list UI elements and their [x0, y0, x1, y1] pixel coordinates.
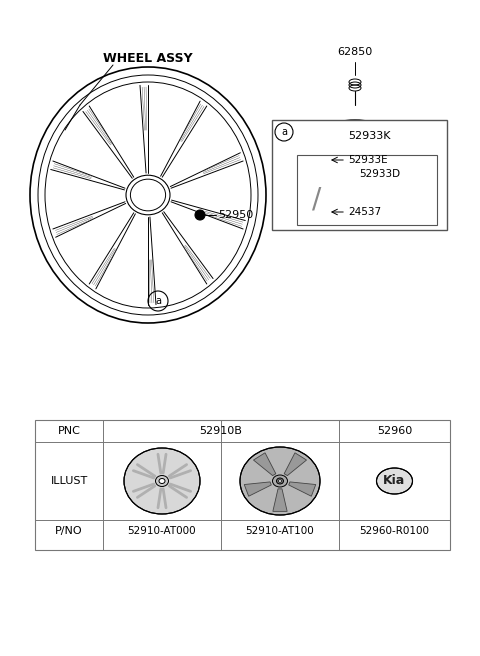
- Text: 52960: 52960: [377, 426, 412, 436]
- Circle shape: [195, 210, 205, 220]
- Text: 52910-AT000: 52910-AT000: [128, 526, 196, 536]
- Text: WHEEL ASSY: WHEEL ASSY: [103, 52, 193, 64]
- Polygon shape: [284, 453, 307, 476]
- Bar: [272, 120, 447, 230]
- Text: P/NO: P/NO: [55, 526, 83, 536]
- Text: 52910-AT100: 52910-AT100: [246, 526, 314, 536]
- Ellipse shape: [240, 447, 320, 515]
- Polygon shape: [253, 453, 276, 476]
- Ellipse shape: [376, 468, 412, 494]
- Text: 52933K: 52933K: [348, 131, 391, 141]
- Text: 24537: 24537: [348, 207, 381, 217]
- Text: 52950: 52950: [218, 210, 253, 220]
- Text: ILLUST: ILLUST: [50, 476, 88, 486]
- Text: PNC: PNC: [58, 426, 81, 436]
- Polygon shape: [288, 482, 316, 496]
- Text: a: a: [281, 127, 287, 137]
- Text: 62850: 62850: [337, 47, 372, 57]
- Ellipse shape: [159, 478, 165, 483]
- Ellipse shape: [273, 475, 288, 487]
- Ellipse shape: [278, 480, 281, 482]
- Bar: [297, 155, 437, 225]
- Text: a: a: [155, 296, 161, 306]
- Text: 52910B: 52910B: [200, 426, 242, 436]
- Text: 52933E: 52933E: [348, 155, 388, 165]
- Ellipse shape: [276, 478, 284, 484]
- Text: 52960-R0100: 52960-R0100: [360, 526, 430, 536]
- Bar: [35, 420, 450, 550]
- Text: /: /: [312, 186, 322, 214]
- Ellipse shape: [156, 476, 168, 487]
- Text: Kia: Kia: [384, 474, 406, 487]
- Ellipse shape: [124, 448, 200, 514]
- Text: 52933D: 52933D: [359, 169, 400, 179]
- Polygon shape: [273, 489, 287, 512]
- Polygon shape: [244, 482, 271, 496]
